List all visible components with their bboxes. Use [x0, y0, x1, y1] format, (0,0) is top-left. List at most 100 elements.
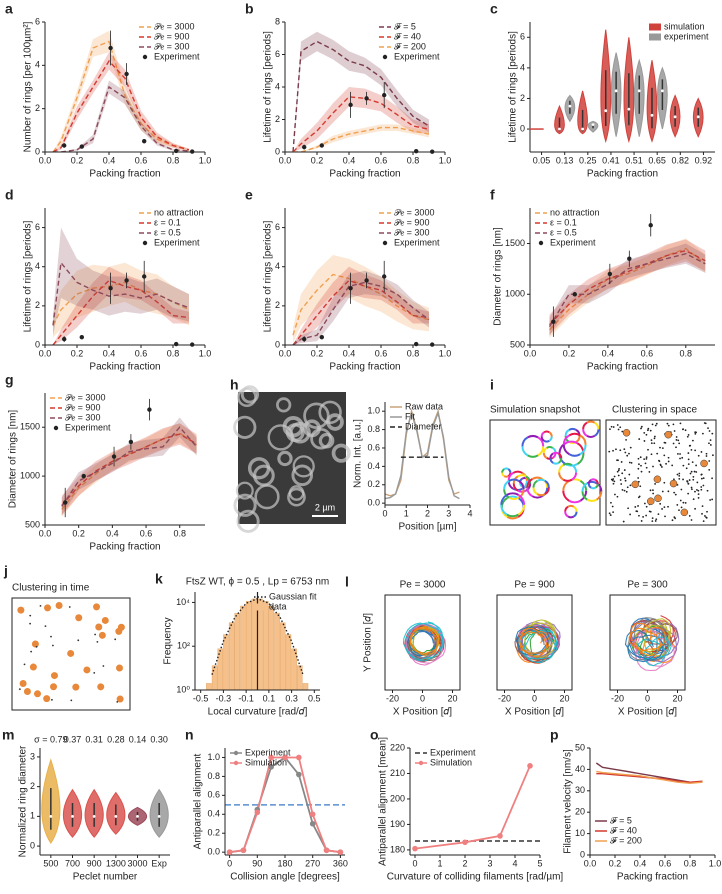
point	[626, 486, 629, 489]
point	[648, 223, 653, 228]
point	[572, 292, 577, 297]
legend-swatch	[649, 33, 661, 41]
plot-area	[52, 30, 190, 152]
point	[190, 149, 195, 154]
point	[645, 466, 648, 469]
point	[678, 442, 681, 445]
panel-label: b	[245, 1, 254, 17]
violin-median	[581, 127, 585, 131]
line	[548, 247, 706, 331]
x-tick-label: 0.8	[167, 348, 180, 358]
point	[704, 515, 706, 517]
point	[610, 478, 613, 481]
point	[691, 439, 694, 442]
point	[296, 771, 302, 778]
trajectory	[637, 633, 672, 667]
filament	[517, 489, 527, 493]
filament	[506, 513, 519, 518]
point	[661, 447, 664, 449]
legend-label: 𝓕 = 200	[394, 41, 426, 51]
x-axis-label: Local curvature [rad/𝑑]	[208, 707, 308, 718]
x-tick-label: 0	[645, 693, 650, 703]
filament	[526, 487, 533, 498]
filament	[506, 516, 519, 520]
y-tick-label: 200	[390, 793, 405, 803]
point	[309, 820, 316, 827]
y-tick-label: 4	[520, 62, 525, 72]
point	[615, 448, 617, 451]
point	[61, 336, 67, 342]
point	[645, 514, 648, 517]
legend-label: data	[269, 601, 287, 611]
point	[650, 442, 653, 445]
x-tick-label: 0.6	[375, 155, 388, 165]
y-tick-label: 500	[25, 519, 40, 529]
x-tick-label: 0.0	[279, 155, 292, 165]
legend-swatch	[254, 603, 266, 611]
point	[649, 510, 652, 513]
point	[661, 490, 664, 493]
micrograph-rings	[233, 385, 351, 533]
point	[673, 478, 675, 481]
y-tick-label: 210	[390, 768, 405, 778]
point	[682, 478, 684, 481]
x-tick-label: 0.6	[135, 155, 148, 165]
filament	[558, 464, 564, 473]
point	[124, 278, 129, 283]
x-tick-label: 0.8	[407, 348, 420, 358]
error-band	[549, 243, 706, 336]
filament	[579, 444, 587, 456]
x-tick-label: 0.41	[602, 155, 620, 165]
y-tick-label: 20	[575, 807, 585, 817]
point	[681, 456, 684, 459]
point	[642, 516, 644, 518]
point	[708, 430, 711, 432]
filament	[525, 475, 532, 484]
x-axis-label: Packing fraction	[89, 542, 160, 553]
filament	[573, 511, 578, 518]
point	[686, 480, 689, 483]
ring	[318, 400, 342, 425]
legend-label: 𝒫𝑒 = 300	[394, 227, 429, 237]
legend-label: no attraction	[154, 207, 204, 217]
ring	[292, 455, 315, 478]
point	[700, 488, 703, 491]
point	[678, 509, 680, 512]
legend-label: 𝒫𝑒 = 900	[65, 402, 100, 412]
chart-title: Pe = 3000	[400, 580, 446, 591]
filament	[521, 436, 529, 447]
x-tick-label: 1	[437, 858, 442, 868]
bar	[268, 605, 275, 690]
point	[617, 469, 620, 472]
error-band	[53, 52, 189, 152]
filament	[576, 442, 585, 454]
point	[190, 342, 195, 347]
filament	[582, 429, 588, 437]
legend-label: ε = 0.5	[550, 227, 577, 237]
point	[348, 102, 353, 108]
point	[674, 517, 677, 520]
point	[690, 519, 693, 521]
bar	[262, 601, 269, 690]
point	[675, 439, 678, 441]
point	[697, 493, 700, 496]
legend-label: Diameter	[405, 421, 442, 431]
violin-median	[591, 123, 595, 126]
bar	[257, 598, 263, 690]
point	[51, 698, 53, 701]
point	[643, 440, 646, 442]
x-tick-label: 3	[487, 858, 492, 868]
filament	[542, 447, 548, 454]
violin-median	[673, 115, 677, 119]
x-tick-label: 0.4	[103, 348, 116, 358]
point	[640, 425, 643, 428]
filament	[587, 483, 592, 489]
x-axis-label: Packing fraction	[89, 169, 160, 180]
y-tick-label: 1.0	[367, 406, 380, 416]
filament	[507, 468, 512, 473]
point	[645, 433, 648, 436]
cluster	[34, 690, 42, 698]
ring	[310, 427, 332, 450]
panel-label: h	[230, 377, 239, 393]
point	[637, 505, 639, 507]
